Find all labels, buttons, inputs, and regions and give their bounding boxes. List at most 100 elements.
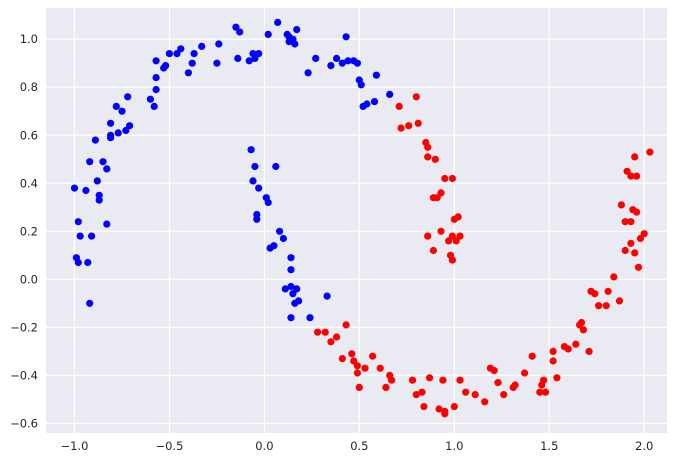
data-point [152,74,160,82]
data-point [177,45,185,53]
data-point [107,119,115,127]
data-point [255,50,263,58]
data-point [388,376,396,384]
data-point [86,158,94,166]
x-axis-tick-labels: −1.0 −0.5 0.0 0.5 1.0 1.5 2.0 [61,439,654,453]
data-point [439,376,447,384]
x-tick-label: 0.0 [255,439,273,453]
x-tick-label: −1.0 [61,439,89,453]
data-point [631,153,639,161]
y-axis-tick-labels: −0.6 −0.4 −0.2 0.0 0.2 0.4 0.6 0.8 1.0 [10,32,38,430]
data-point [361,364,369,372]
data-point [357,81,365,89]
data-point [264,198,272,207]
y-tick-label: 0.0 [20,272,38,286]
data-point [152,57,160,65]
data-point [602,302,610,310]
data-point [95,196,103,204]
data-point [93,177,101,185]
data-point [272,162,280,171]
data-points [70,18,654,418]
data-point [304,69,312,77]
data-point [338,355,346,363]
data-point [456,232,464,240]
data-point [369,352,377,360]
y-tick-label: −0.6 [10,416,38,430]
data-point [591,290,599,298]
y-tick-label: 0.8 [20,80,38,94]
data-point [150,102,158,110]
data-point [165,50,173,58]
data-point [572,340,580,348]
data-point [397,124,405,132]
data-point [103,220,111,228]
data-point [355,383,363,391]
data-point [549,357,557,365]
data-point [405,122,413,130]
data-point [627,239,635,247]
data-point [287,254,295,262]
data-point [448,174,456,183]
data-point [621,218,629,226]
data-point [291,40,299,48]
data-point [287,266,295,274]
data-point [441,407,449,415]
x-tick-label: 1.0 [445,439,463,453]
data-point [363,100,371,108]
data-point [342,33,350,41]
data-point [441,174,449,183]
data-point [264,30,272,38]
data-point [536,388,544,396]
data-point [107,131,115,139]
data-point [289,290,297,298]
data-point [418,388,426,396]
data-point [445,237,453,245]
data-point [152,86,160,94]
data-point [281,285,289,293]
data-point [88,232,96,240]
data-point [190,50,198,58]
data-point [276,227,284,235]
data-point [293,26,301,34]
data-point [353,362,361,370]
data-point [86,299,94,307]
data-point [255,184,263,192]
data-point [112,102,120,110]
data-point [245,57,253,65]
data-point [99,158,107,166]
x-tick-label: 1.5 [540,439,558,453]
data-point [247,146,255,154]
data-point [103,165,111,173]
horizontal-grid-lines [46,38,667,424]
data-point [640,230,648,238]
data-point [631,249,639,257]
data-point [448,256,456,264]
x-tick-label: 2.0 [635,439,653,453]
data-point [124,93,132,101]
x-tick-label: 0.5 [350,439,368,453]
data-point [395,102,403,110]
data-point [433,194,441,202]
data-point [481,398,489,406]
data-point [327,338,335,346]
data-point [424,153,432,161]
data-point [188,59,196,67]
data-point [184,69,192,77]
data-point [306,314,314,322]
data-point [249,177,257,185]
data-point [198,42,206,51]
data-point [414,119,422,127]
data-point [327,62,335,70]
data-point [633,208,641,216]
data-point [146,95,154,103]
data-point [528,352,536,360]
data-point [412,93,420,101]
data-point [118,107,126,115]
data-point [386,90,394,98]
data-point [627,172,635,180]
data-point [431,155,439,163]
data-point [448,232,456,240]
data-point [511,381,519,389]
data-point [462,388,470,396]
